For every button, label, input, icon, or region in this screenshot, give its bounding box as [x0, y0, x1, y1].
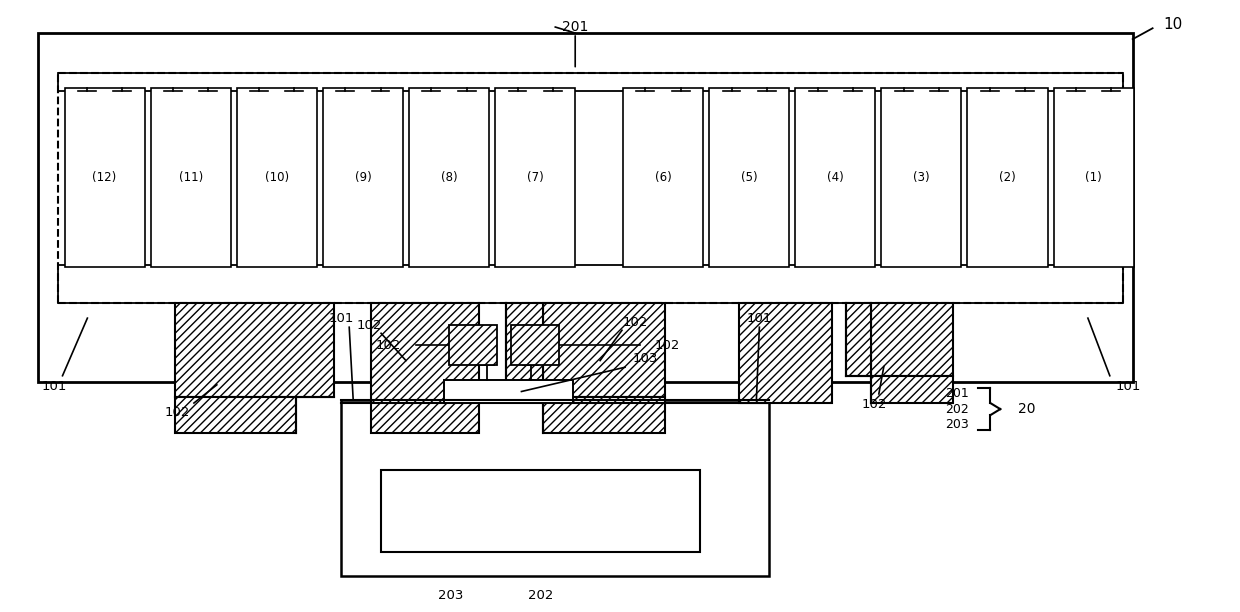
Text: 102: 102 — [376, 338, 401, 352]
Bar — [444, 380, 573, 403]
Text: 202: 202 — [945, 403, 968, 416]
Bar — [870, 376, 954, 403]
Text: 102: 102 — [655, 338, 681, 352]
Text: 101: 101 — [42, 379, 67, 392]
Bar — [381, 470, 699, 551]
Bar — [495, 88, 575, 267]
Bar — [341, 400, 769, 576]
Text: 102: 102 — [356, 319, 382, 332]
Bar — [37, 33, 1132, 382]
Text: 203: 203 — [438, 589, 464, 602]
Bar — [57, 266, 1122, 303]
Bar — [150, 88, 231, 267]
Bar — [322, 88, 403, 267]
Bar — [511, 326, 559, 365]
Bar — [175, 397, 296, 433]
Text: 103: 103 — [632, 352, 657, 365]
Bar — [409, 88, 489, 267]
Bar — [795, 88, 875, 267]
Bar — [967, 88, 1048, 267]
Bar — [543, 397, 665, 433]
Text: (7): (7) — [527, 171, 543, 184]
Text: 102: 102 — [165, 406, 190, 419]
Text: 102: 102 — [622, 316, 647, 329]
Bar — [64, 88, 145, 267]
Text: (6): (6) — [655, 171, 671, 184]
Text: 102: 102 — [861, 398, 887, 411]
Bar — [57, 72, 1122, 91]
Text: (3): (3) — [913, 171, 930, 184]
Text: 201: 201 — [945, 387, 968, 400]
Bar — [175, 303, 335, 397]
Bar — [371, 303, 479, 433]
Bar — [622, 88, 703, 267]
Text: (1): (1) — [1085, 171, 1102, 184]
Text: (8): (8) — [440, 171, 458, 184]
Bar — [882, 88, 961, 267]
Text: (9): (9) — [355, 171, 371, 184]
Bar — [870, 303, 954, 376]
Bar — [237, 88, 317, 267]
Text: 203: 203 — [945, 418, 968, 431]
Bar — [506, 303, 543, 397]
Text: (4): (4) — [827, 171, 843, 184]
Bar — [709, 88, 789, 267]
Bar — [846, 303, 870, 376]
Text: 20: 20 — [1018, 402, 1035, 416]
Text: 10: 10 — [1163, 17, 1182, 31]
Text: 101: 101 — [1116, 379, 1141, 392]
Text: 201: 201 — [562, 20, 589, 34]
Text: (5): (5) — [740, 171, 758, 184]
Bar — [739, 303, 832, 403]
Text: 202: 202 — [528, 589, 553, 602]
Text: 101: 101 — [329, 312, 353, 324]
Text: (11): (11) — [179, 171, 203, 184]
Bar — [449, 326, 496, 365]
Bar — [543, 303, 665, 397]
Text: (2): (2) — [999, 171, 1016, 184]
Text: (12): (12) — [93, 171, 117, 184]
Text: 101: 101 — [746, 312, 773, 324]
Text: (10): (10) — [264, 171, 289, 184]
Bar — [1054, 88, 1133, 267]
